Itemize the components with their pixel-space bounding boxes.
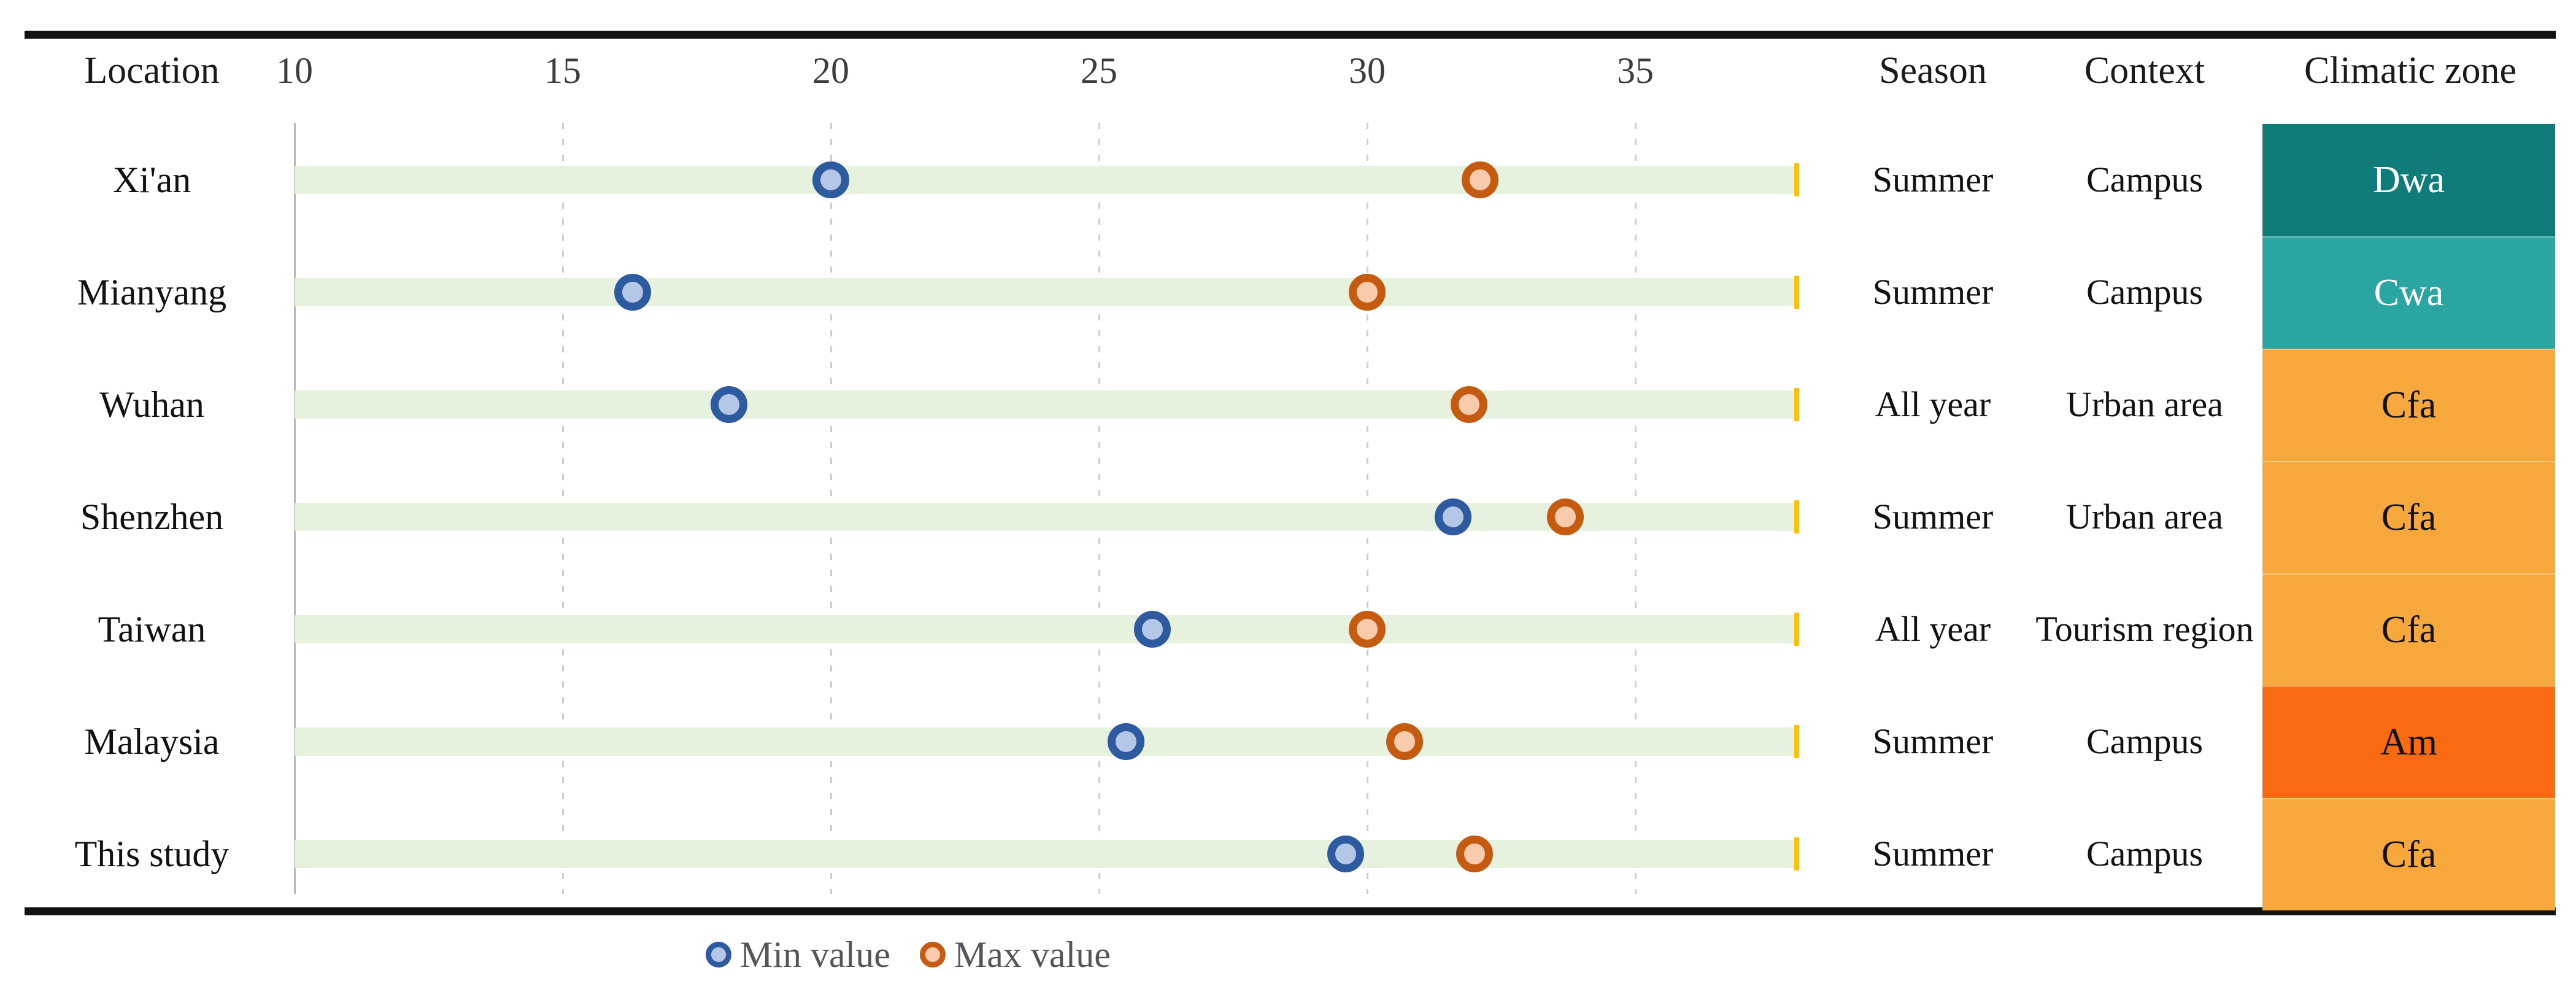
row-label-location: Xi'an <box>112 159 191 200</box>
climatic-zone-cell: Cfa <box>2262 461 2555 573</box>
context-cell: Urban area <box>2066 497 2223 537</box>
row-label-location: Malaysia <box>84 721 220 762</box>
min-marker <box>812 161 849 198</box>
row-label-location: Taiwan <box>98 608 206 650</box>
row-range-band <box>295 840 1797 868</box>
column-header-context: Context <box>2084 49 2205 91</box>
x-tick-label-25: 25 <box>1081 50 1117 91</box>
row-label-location: Mianyang <box>77 271 227 312</box>
row-range-band <box>295 390 1797 419</box>
column-header-climatic-zone: Climatic zone <box>2304 49 2517 91</box>
max-marker <box>1451 386 1488 423</box>
season-cell: Summer <box>1872 721 1994 761</box>
context-cell: Campus <box>2086 272 2204 312</box>
max-marker <box>1456 836 1493 872</box>
row-range-band <box>295 615 1797 643</box>
row-label-location: Shenzhen <box>80 496 224 537</box>
legend-label-max: Max value <box>954 934 1111 975</box>
column-header-season: Season <box>1879 49 1987 91</box>
band-end-tick <box>1794 500 1799 533</box>
season-cell: All year <box>1875 384 1991 424</box>
min-marker <box>710 386 747 423</box>
x-tick-label-30: 30 <box>1349 50 1386 91</box>
band-end-tick <box>1794 613 1799 646</box>
max-marker <box>1349 611 1386 648</box>
x-tick-label-15: 15 <box>544 50 581 91</box>
legend-label-min: Min value <box>740 934 890 975</box>
max-marker <box>1547 498 1584 535</box>
context-cell: Campus <box>2086 834 2204 874</box>
climatic-zone-cell: Cfa <box>2262 573 2555 686</box>
x-tick-label-10: 10 <box>276 50 313 91</box>
row-range-band <box>295 503 1797 531</box>
chart-legend: Min value Max value <box>706 924 1132 985</box>
row-label-location: Wuhan <box>99 384 204 425</box>
season-cell: Summer <box>1872 272 1994 312</box>
min-marker <box>1327 836 1365 872</box>
x-tick-label-35: 35 <box>1617 50 1654 91</box>
max-marker <box>1461 161 1498 198</box>
climatic-zone-cell: Dwa <box>2262 124 2555 236</box>
min-marker <box>1107 723 1144 760</box>
max-value-legend-icon <box>919 942 946 968</box>
min-value-legend-icon <box>706 942 731 968</box>
context-cell: Tourism region <box>2035 609 2254 649</box>
band-end-tick <box>1794 276 1799 309</box>
band-end-tick <box>1794 388 1799 421</box>
climatic-zone-cell: Am <box>2262 686 2555 798</box>
climatic-zone-cell: Cfa <box>2262 349 2555 461</box>
row-range-band <box>295 166 1797 194</box>
climatic-zone-cell: Cwa <box>2262 236 2555 349</box>
row-range-band <box>295 278 1797 306</box>
top-rule <box>25 31 2556 39</box>
season-cell: Summer <box>1872 497 1994 537</box>
min-marker <box>1134 611 1171 648</box>
row-label-location: This study <box>74 833 229 874</box>
bottom-rule <box>25 907 2556 915</box>
context-cell: Campus <box>2086 160 2204 200</box>
column-header-location: Location <box>84 49 220 91</box>
season-cell: Summer <box>1872 834 1994 874</box>
max-marker <box>1386 723 1424 760</box>
x-tick-label-20: 20 <box>812 50 849 91</box>
min-marker <box>614 274 651 311</box>
context-cell: Campus <box>2086 721 2204 761</box>
band-end-tick <box>1794 837 1799 871</box>
context-cell: Urban area <box>2066 384 2223 424</box>
min-marker <box>1434 498 1471 535</box>
climatic-zone-cell: Cfa <box>2262 798 2555 910</box>
row-range-band <box>295 727 1797 756</box>
season-cell: Summer <box>1872 160 1994 200</box>
max-marker <box>1349 274 1386 311</box>
band-end-tick <box>1794 163 1799 196</box>
band-end-tick <box>1794 725 1799 758</box>
season-cell: All year <box>1875 609 1991 649</box>
